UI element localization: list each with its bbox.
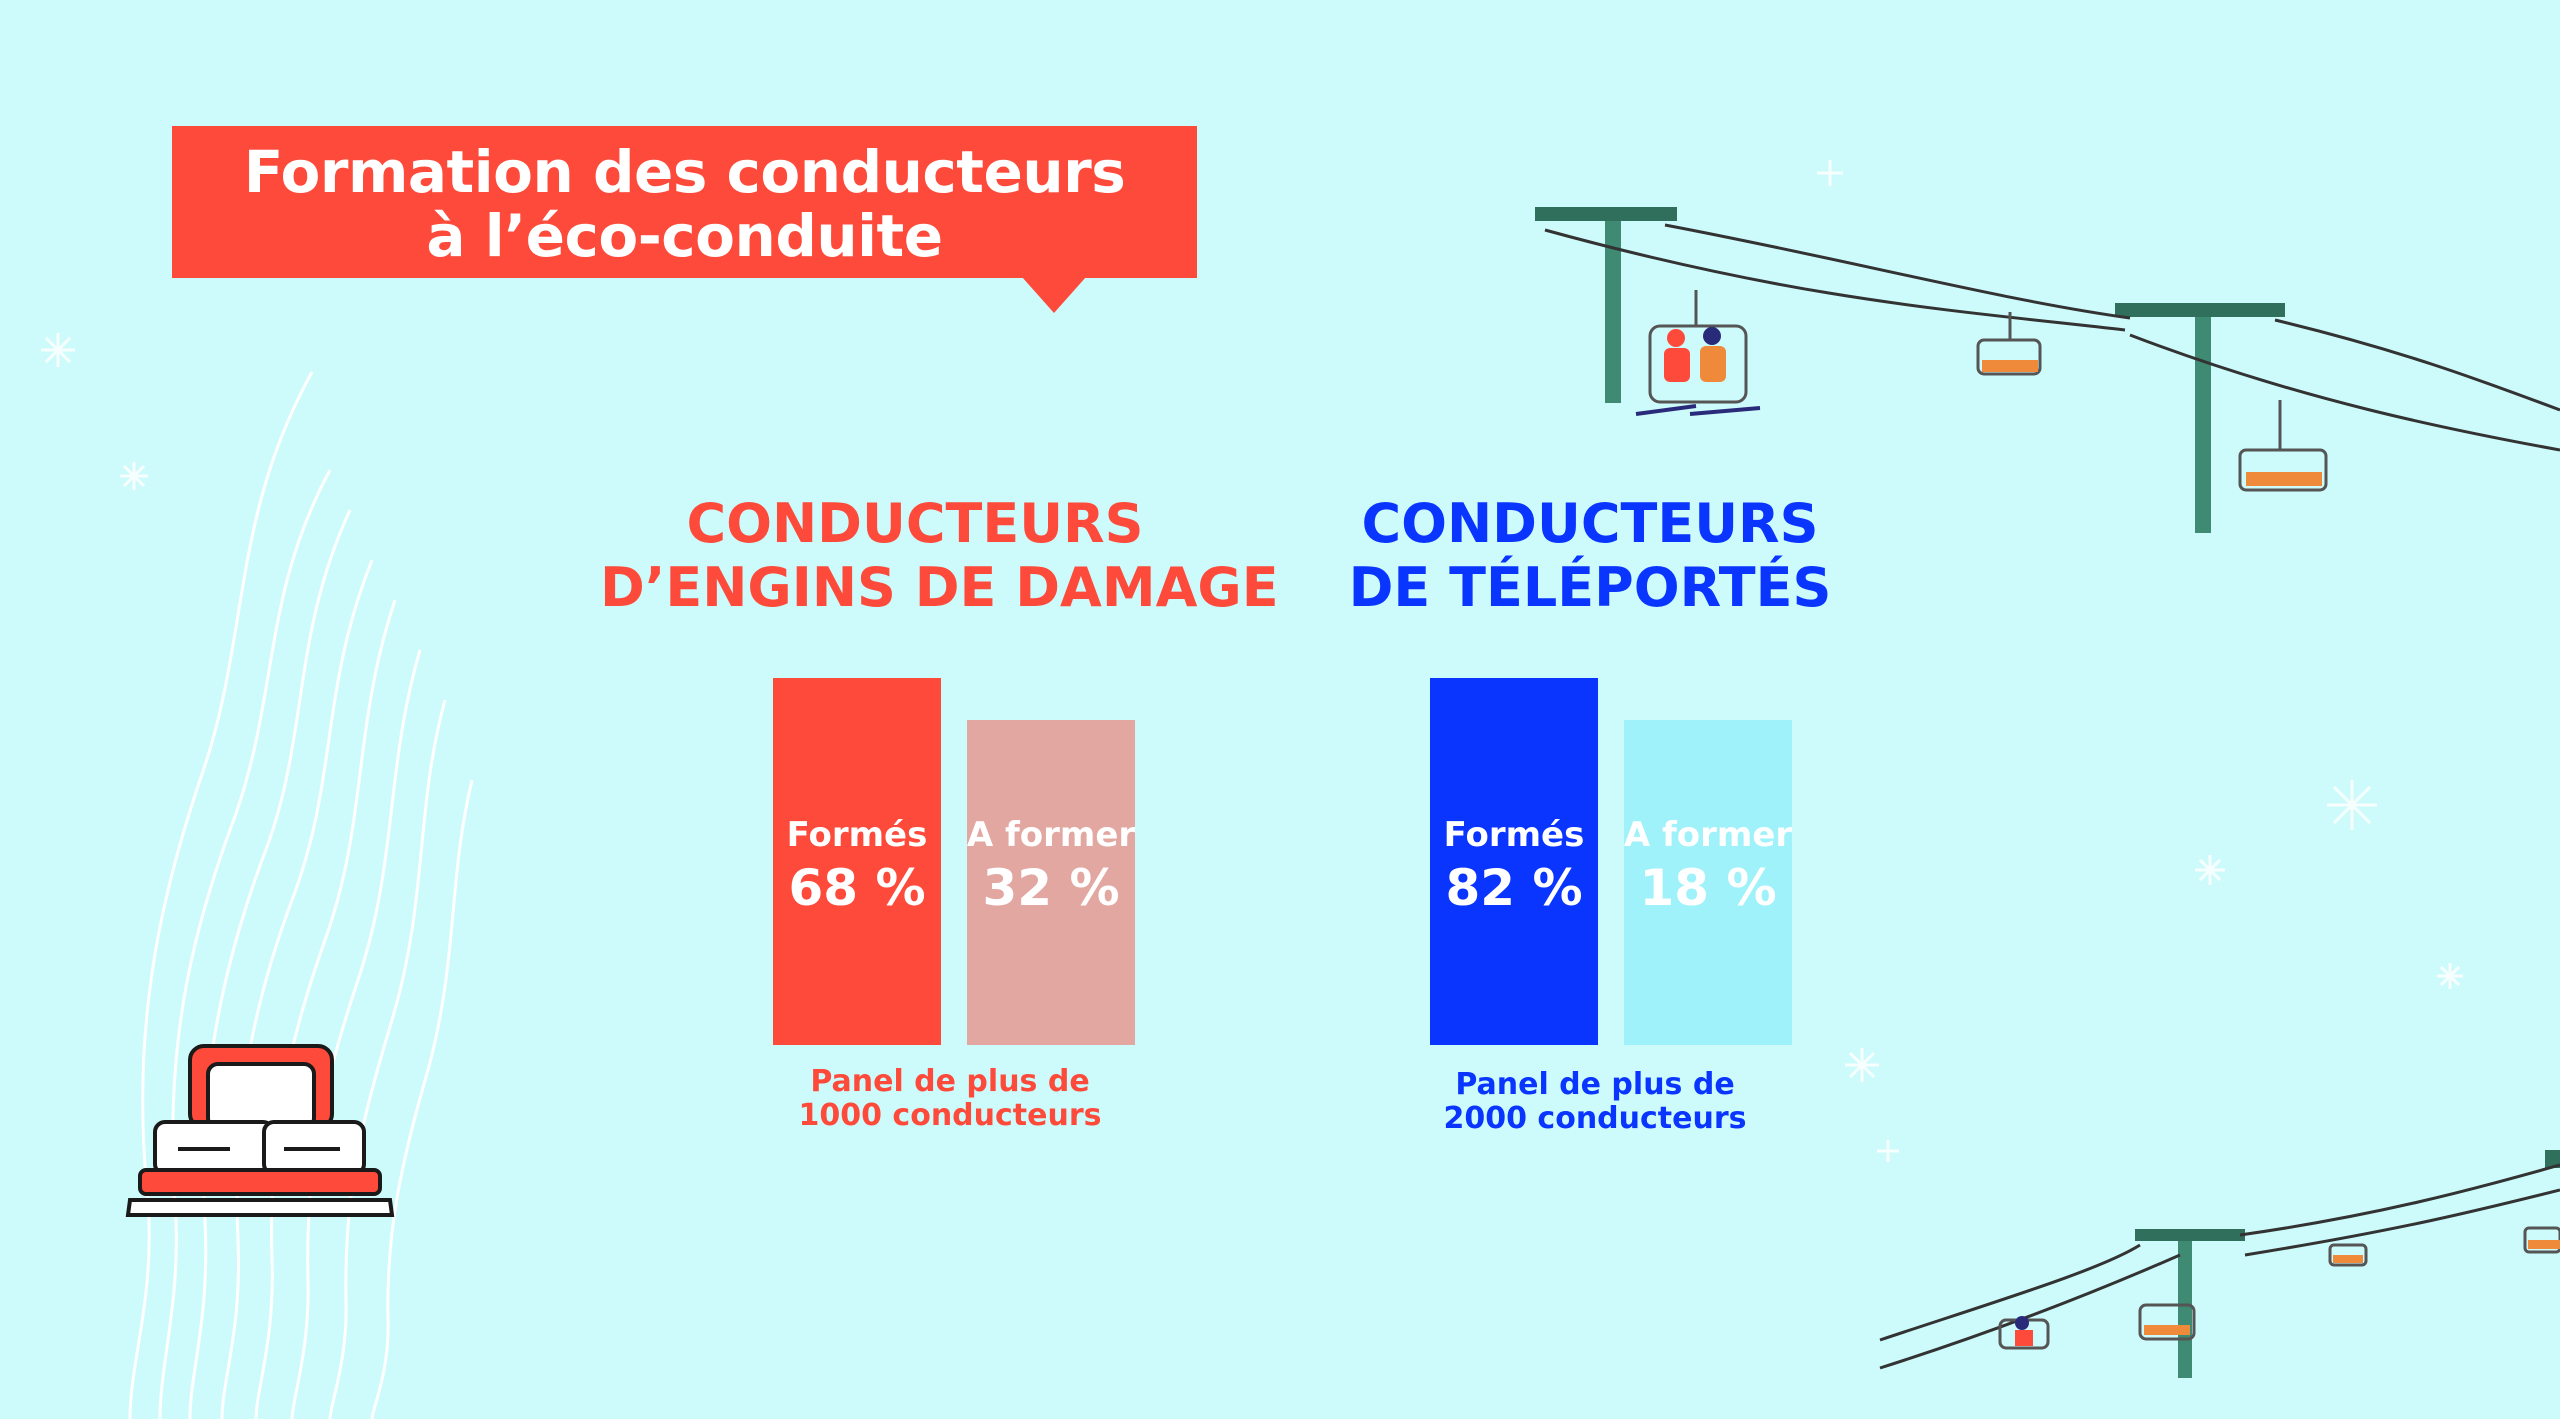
- chart-title-line-2: D’ENGINS DE DAMAGE: [600, 556, 1279, 619]
- chart-title-damage: CONDUCTEURS D’ENGINS DE DAMAGE: [600, 492, 1279, 620]
- page-title-banner: Formation des conducteurs à l’éco-condui…: [172, 126, 1197, 278]
- bar-category-label: A former: [1624, 815, 1793, 855]
- bar-value-label: 82 %: [1445, 859, 1582, 917]
- bar-category-label: A former: [967, 815, 1136, 855]
- panel-note-line-2: 1000 conducteurs: [798, 1098, 1102, 1133]
- panel-note-teleportes: Panel de plus de 2000 conducteurs: [1395, 1068, 1795, 1136]
- chart-title-line-2: DE TÉLÉPORTÉS: [1348, 556, 1832, 619]
- bar-a-former: [967, 720, 1135, 1045]
- bar-a-former: [1624, 720, 1792, 1045]
- bar-value-label: 32 %: [982, 859, 1119, 917]
- ski-tracks: [128, 371, 474, 1419]
- bar-formes: [773, 678, 941, 1045]
- panel-note-line-1: Panel de plus de: [810, 1064, 1090, 1099]
- bar-category-label: Formés: [1444, 815, 1585, 855]
- bar-value-label: 68 %: [788, 859, 925, 917]
- panel-note-line-1: Panel de plus de: [1455, 1067, 1735, 1102]
- bar-category-label: Formés: [787, 815, 928, 855]
- bar-formes: [1430, 678, 1598, 1045]
- chart-title-line-1: CONDUCTEURS: [686, 492, 1144, 555]
- snow-groomer-icon: [125, 1044, 395, 1217]
- chairlift-icon: [1535, 207, 2560, 533]
- banner-pointer: [1022, 277, 1086, 313]
- panel-note-line-2: 2000 conducteurs: [1443, 1101, 1747, 1136]
- chart-title-teleportes: CONDUCTEURS DE TÉLÉPORTÉS: [1345, 492, 1835, 620]
- page-title-line-1: Formation des conducteurs: [243, 138, 1126, 206]
- chart-title-line-1: CONDUCTEURS: [1361, 492, 1819, 555]
- snowflake-icon: [41, 160, 2463, 1162]
- chairlift-icon: [1879, 1150, 2560, 1378]
- page-title-line-2: à l’éco-conduite: [426, 202, 943, 270]
- bar-value-label: 18 %: [1639, 859, 1776, 917]
- panel-note-damage: Panel de plus de 1000 conducteurs: [750, 1065, 1150, 1133]
